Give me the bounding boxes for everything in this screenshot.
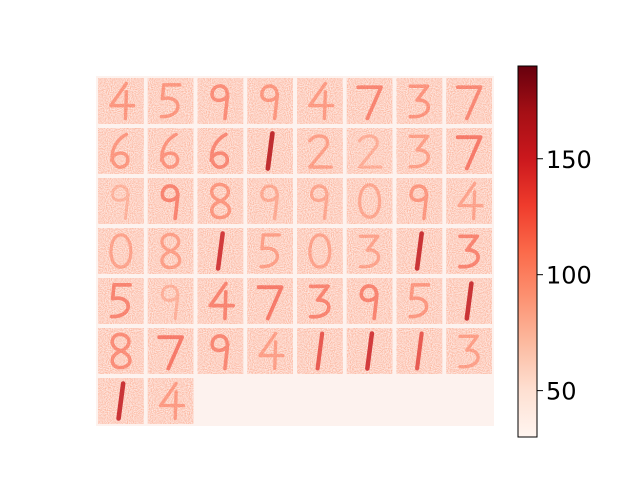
digit-3-stroke bbox=[458, 234, 480, 269]
digit-3-stroke bbox=[358, 234, 381, 269]
heatmap-tile bbox=[98, 78, 144, 124]
digit-0-stroke bbox=[358, 183, 382, 219]
digit-7-stroke bbox=[157, 335, 184, 371]
heatmap-tile bbox=[297, 78, 343, 124]
colorbar-tick-label: 150 bbox=[546, 146, 592, 174]
heatmap-tile bbox=[247, 178, 293, 224]
digit-9-stroke bbox=[409, 184, 429, 221]
digit-6-stroke bbox=[110, 132, 130, 169]
digit-9-stroke bbox=[310, 184, 329, 221]
digit-7-stroke bbox=[455, 85, 483, 121]
heatmap-tile bbox=[346, 228, 393, 274]
digit-9-stroke bbox=[210, 334, 230, 371]
digit-0-stroke bbox=[308, 233, 332, 269]
digit-4-stroke bbox=[158, 381, 186, 421]
digit-4-stroke bbox=[308, 81, 335, 121]
digit-3-stroke bbox=[408, 84, 430, 119]
digit-5-stroke bbox=[159, 83, 182, 119]
digit-4-stroke bbox=[258, 331, 285, 371]
digit-2-stroke bbox=[308, 134, 333, 169]
digit-1-stroke bbox=[265, 131, 275, 171]
digit-9-stroke bbox=[260, 84, 280, 121]
digit-1-stroke bbox=[116, 381, 126, 421]
digit-9-stroke bbox=[160, 184, 180, 221]
digit-9-stroke bbox=[111, 184, 130, 220]
digit-1-stroke bbox=[315, 331, 325, 371]
digit-5-stroke bbox=[259, 233, 281, 269]
heatmap-tile bbox=[247, 328, 293, 374]
digit-5-stroke bbox=[109, 283, 132, 319]
heatmap-tile bbox=[147, 378, 194, 424]
heatmap-grid bbox=[96, 76, 494, 426]
digit-2-stroke bbox=[358, 134, 383, 169]
digit-7-stroke bbox=[256, 285, 284, 321]
digit-3-stroke bbox=[308, 284, 331, 319]
digit-9-stroke bbox=[260, 184, 280, 221]
heatmap-tile bbox=[346, 178, 393, 224]
digit-9-stroke bbox=[359, 284, 379, 321]
heatmap-tile bbox=[197, 278, 244, 324]
digit-8-stroke bbox=[210, 182, 232, 220]
digit-1-stroke bbox=[414, 231, 424, 271]
heatmap-tile bbox=[446, 178, 492, 224]
colorbar: 50 100 150 bbox=[517, 65, 592, 438]
digit-9-stroke bbox=[160, 284, 180, 320]
digit-6-stroke bbox=[209, 132, 230, 169]
digit-3-stroke bbox=[408, 134, 430, 169]
digit-4-stroke bbox=[208, 281, 236, 321]
heatmap-tile bbox=[147, 278, 194, 324]
heatmap-tile bbox=[297, 178, 343, 224]
digit-8-stroke bbox=[110, 332, 132, 370]
digit-1-stroke bbox=[415, 331, 424, 371]
colorbar-tick-label: 100 bbox=[546, 262, 592, 290]
digit-6-stroke bbox=[159, 132, 180, 169]
digit-7-stroke bbox=[455, 135, 483, 171]
heatmap-tile bbox=[346, 128, 393, 174]
digit-3-stroke bbox=[458, 334, 480, 369]
digit-8-stroke bbox=[160, 232, 182, 270]
heatmap-tile bbox=[297, 228, 343, 274]
digit-4-stroke bbox=[109, 81, 136, 121]
colorbar-gradient bbox=[517, 65, 538, 438]
digit-1-stroke bbox=[464, 281, 474, 321]
digit-1-stroke bbox=[215, 231, 225, 271]
colorbar-tick-label: 50 bbox=[546, 378, 577, 406]
digit-5-stroke bbox=[408, 283, 431, 319]
digit-7-stroke bbox=[356, 85, 383, 121]
digit-0-stroke bbox=[109, 233, 133, 269]
heatmap-tile bbox=[98, 178, 144, 224]
digit-4-stroke bbox=[457, 181, 484, 221]
digit-9-stroke bbox=[210, 84, 230, 121]
digit-1-stroke bbox=[365, 331, 375, 371]
heatmap-tile bbox=[98, 228, 144, 274]
